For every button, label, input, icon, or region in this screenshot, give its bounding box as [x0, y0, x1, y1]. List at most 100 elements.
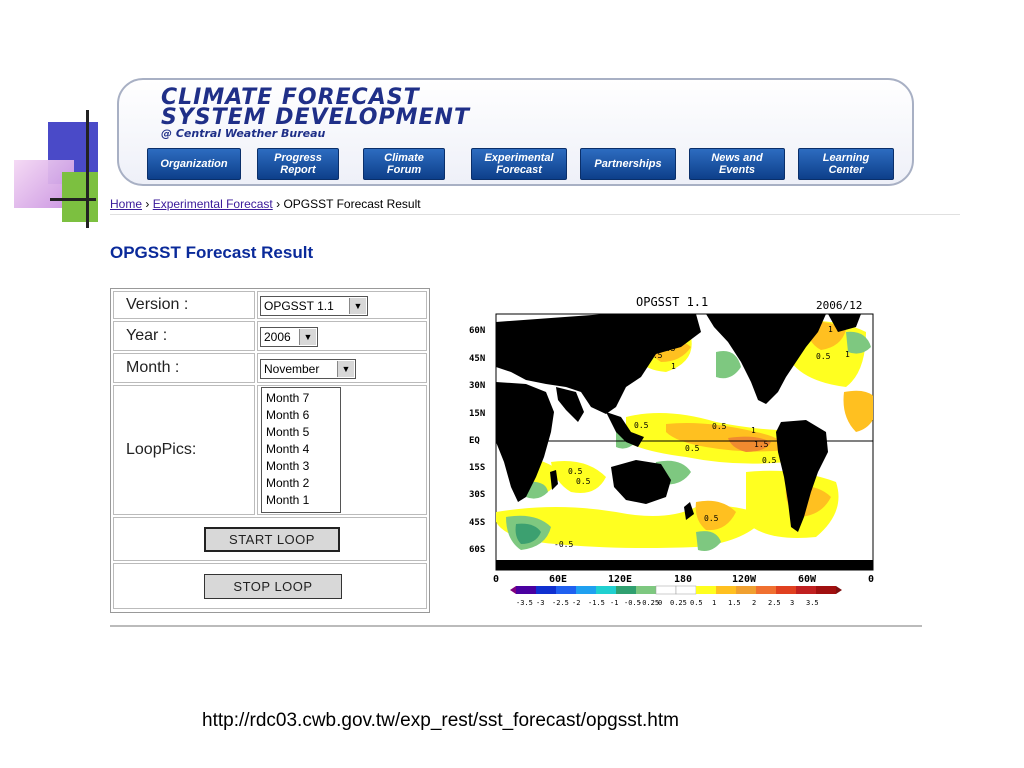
- version-select[interactable]: OPGSST 1.1 ▼: [260, 296, 368, 316]
- looppics-option[interactable]: Month 5: [266, 425, 310, 439]
- year-select[interactable]: 2006 ▼: [260, 327, 318, 347]
- colorbar-label: -1.5: [588, 599, 605, 607]
- lat-label: 60S: [469, 545, 486, 555]
- landmass-madagascar: [550, 470, 558, 490]
- colorbar-label: -0.5: [624, 599, 641, 607]
- month-select[interactable]: November ▼: [260, 359, 356, 379]
- landmass-south-america: [776, 420, 828, 532]
- looppics-option[interactable]: Month 4: [266, 442, 310, 456]
- colorbar-label: 1.5: [728, 599, 741, 607]
- colorbar-label: -3.5: [516, 599, 533, 607]
- looppics-option[interactable]: Month 2: [266, 476, 310, 490]
- contour-label: 0.5: [685, 444, 700, 453]
- sst-forecast-map: OPGSST 1.1 2006/12: [466, 292, 882, 612]
- colorbar-label: -2: [572, 599, 581, 607]
- landmass-africa: [496, 382, 554, 502]
- version-cell: OPGSST 1.1 ▼: [257, 291, 427, 319]
- version-label: Version :: [113, 291, 255, 319]
- year-label: Year :: [113, 321, 255, 351]
- decorative-line-horizontal: [50, 198, 96, 201]
- breadcrumb-experimental-link[interactable]: Experimental Forecast: [152, 197, 273, 211]
- lon-label: 120E: [608, 574, 633, 585]
- colorbar-label: 0: [658, 599, 663, 607]
- colorbar-label: -1: [610, 599, 619, 607]
- landmass-europe-asia: [496, 314, 701, 414]
- lat-label: EQ: [469, 436, 480, 446]
- sst-cool-region: [515, 523, 541, 544]
- contour-label: 1: [751, 426, 756, 435]
- looppics-listbox[interactable]: Month 7 Month 6 Month 5 Month 4 Month 3 …: [261, 387, 341, 513]
- landmass-arabia-india: [556, 387, 584, 422]
- month-select-value: November: [264, 362, 320, 376]
- sst-cool-region: [696, 531, 721, 551]
- stop-loop-button[interactable]: STOP LOOP: [204, 574, 342, 599]
- map-title: OPGSST 1.1: [636, 295, 709, 309]
- colorbar-label: 2: [752, 599, 757, 607]
- looppics-option[interactable]: Month 1: [266, 493, 310, 507]
- landmass-antarctica: [496, 560, 873, 570]
- map-graphic: [495, 313, 874, 595]
- nav-organization[interactable]: Organization: [147, 148, 241, 180]
- colorbar-label: 0.5: [690, 599, 703, 607]
- source-url: http://rdc03.cwb.gov.tw/exp_rest/sst_for…: [202, 710, 679, 731]
- map-date: 2006/12: [816, 299, 863, 312]
- looppics-label: LoopPics:: [113, 385, 255, 515]
- sst-warm-region: [843, 390, 873, 432]
- lat-label: 15N: [469, 409, 486, 419]
- colorbar-label: -3: [536, 599, 545, 607]
- site-logo-title: CLIMATE FORECAST SYSTEM DEVELOPMENT @ Ce…: [161, 87, 470, 140]
- forecast-form: Version : OPGSST 1.1 ▼ Year : 2006 ▼ Mon…: [110, 288, 430, 613]
- year-select-value: 2006: [264, 330, 291, 344]
- nav-experimental-forecast[interactable]: Experimental Forecast: [471, 148, 567, 180]
- contour-label: 1: [845, 350, 850, 359]
- colorbar-label: 2.5: [768, 599, 781, 607]
- start-loop-button[interactable]: START LOOP: [204, 527, 340, 552]
- lat-label: 30S: [469, 490, 486, 500]
- nav-climate-forum[interactable]: Climate Forum: [363, 148, 445, 180]
- landmass-australia: [611, 460, 671, 504]
- lon-label: 60W: [798, 574, 817, 585]
- contour-label: 0.5: [712, 422, 727, 431]
- looppics-option[interactable]: Month 7: [266, 391, 310, 405]
- contour-label: 1: [828, 325, 833, 334]
- breadcrumb-separator: ›: [145, 197, 150, 211]
- landmass-se-asia: [606, 412, 644, 447]
- nav-learning-center[interactable]: Learning Center: [798, 148, 894, 180]
- breadcrumb-separator: ›: [276, 197, 281, 211]
- content-divider: [110, 625, 922, 627]
- lat-label: 45N: [469, 354, 486, 364]
- month-cell: November ▼: [257, 353, 427, 383]
- nav-news-and-events[interactable]: News and Events: [689, 148, 785, 180]
- contour-label: 0.5: [576, 477, 591, 486]
- lon-label: 60E: [549, 574, 568, 585]
- sst-cool-region: [846, 331, 871, 354]
- colorbar-label: 1: [712, 599, 717, 607]
- version-select-value: OPGSST 1.1: [264, 299, 334, 313]
- contour-label: 1: [671, 362, 676, 371]
- start-loop-cell: START LOOP: [113, 517, 427, 561]
- nav-partnerships[interactable]: Partnerships: [580, 148, 676, 180]
- contour-label: 0.5: [762, 456, 777, 465]
- contour-label: -0.5: [554, 540, 574, 549]
- chevron-down-icon: ▼: [299, 329, 316, 345]
- sst-warm-region: [695, 500, 736, 531]
- decorative-square-green: [62, 172, 98, 222]
- contour-label: 0.5: [634, 421, 649, 430]
- colorbar-label: 3.5: [806, 599, 819, 607]
- contour-label: 0.5: [704, 514, 719, 523]
- nav-progress-report[interactable]: Progress Report: [257, 148, 339, 180]
- lat-label: 15S: [469, 463, 486, 473]
- landmass-north-america: [706, 314, 826, 404]
- breadcrumb-home-link[interactable]: Home: [110, 197, 143, 211]
- breadcrumb-divider: [110, 214, 960, 215]
- looppics-option[interactable]: Month 6: [266, 408, 310, 422]
- month-label: Month :: [113, 353, 255, 383]
- chevron-down-icon: ▼: [349, 298, 366, 314]
- looppics-option[interactable]: Month 3: [266, 459, 310, 473]
- colorbar-label: 0.25: [670, 599, 687, 607]
- chevron-down-icon: ▼: [337, 361, 354, 377]
- lon-label: 180: [674, 574, 693, 585]
- title-line-3: @ Central Weather Bureau: [161, 127, 326, 140]
- site-header-banner: CLIMATE FORECAST SYSTEM DEVELOPMENT @ Ce…: [117, 78, 914, 186]
- lon-label: 120W: [732, 574, 757, 585]
